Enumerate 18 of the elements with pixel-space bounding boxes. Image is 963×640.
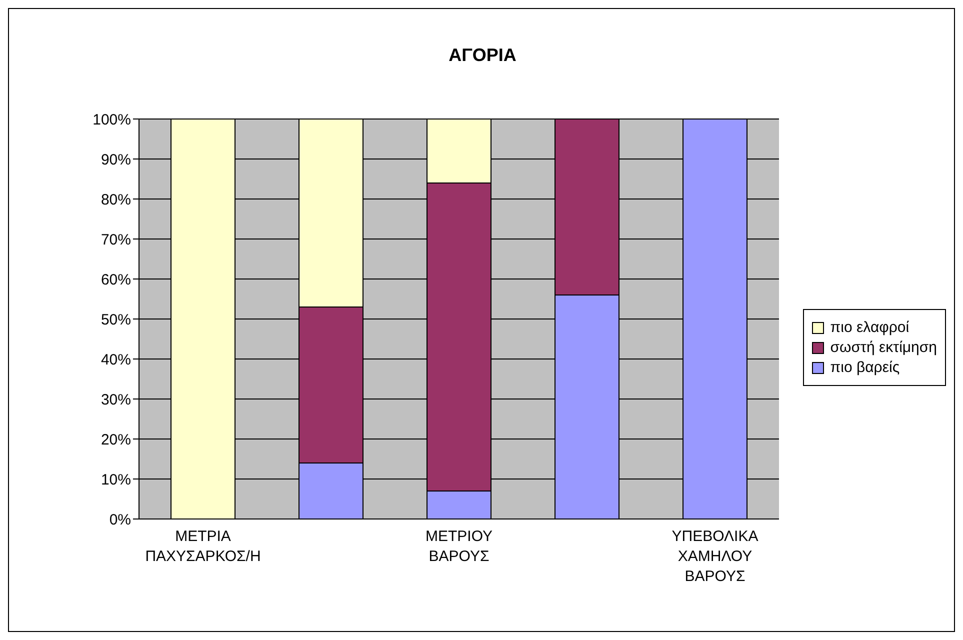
chart-title: ΑΓΟΡΙΑ <box>448 45 518 66</box>
x-tick-label: ΥΠΕΒΟΛΙΚΑ ΧΑΜΗΛΟΥ ΒΑΡΟΥΣ <box>672 528 758 585</box>
y-tick-label: 20% <box>100 431 131 448</box>
y-tick-label: 90% <box>100 151 131 168</box>
y-tick-label: 40% <box>100 351 131 368</box>
x-tick-label: ΜΕΤΡΙΟΥ ΒΑΡΟΥΣ <box>425 528 493 565</box>
y-tick-label: 30% <box>100 391 131 408</box>
y-tick-label: 100% <box>92 111 131 128</box>
y-tick-label: 60% <box>100 271 131 288</box>
legend-label: πιο ελαφροί <box>830 319 910 336</box>
x-tick-label: ΜΕΤΡΙΑ ΠΑΧΥΣΑΡΚΟΣ/Η <box>145 528 261 565</box>
y-tick-label: 80% <box>100 191 131 208</box>
y-tick-label: 50% <box>100 311 131 328</box>
legend-label: πιο βαρείς <box>830 359 900 376</box>
legend-label: σωστή εκτίμηση <box>830 339 937 356</box>
y-tick-label: 0% <box>109 511 131 528</box>
y-tick-label: 10% <box>100 471 131 488</box>
y-tick-label: 70% <box>100 231 131 248</box>
